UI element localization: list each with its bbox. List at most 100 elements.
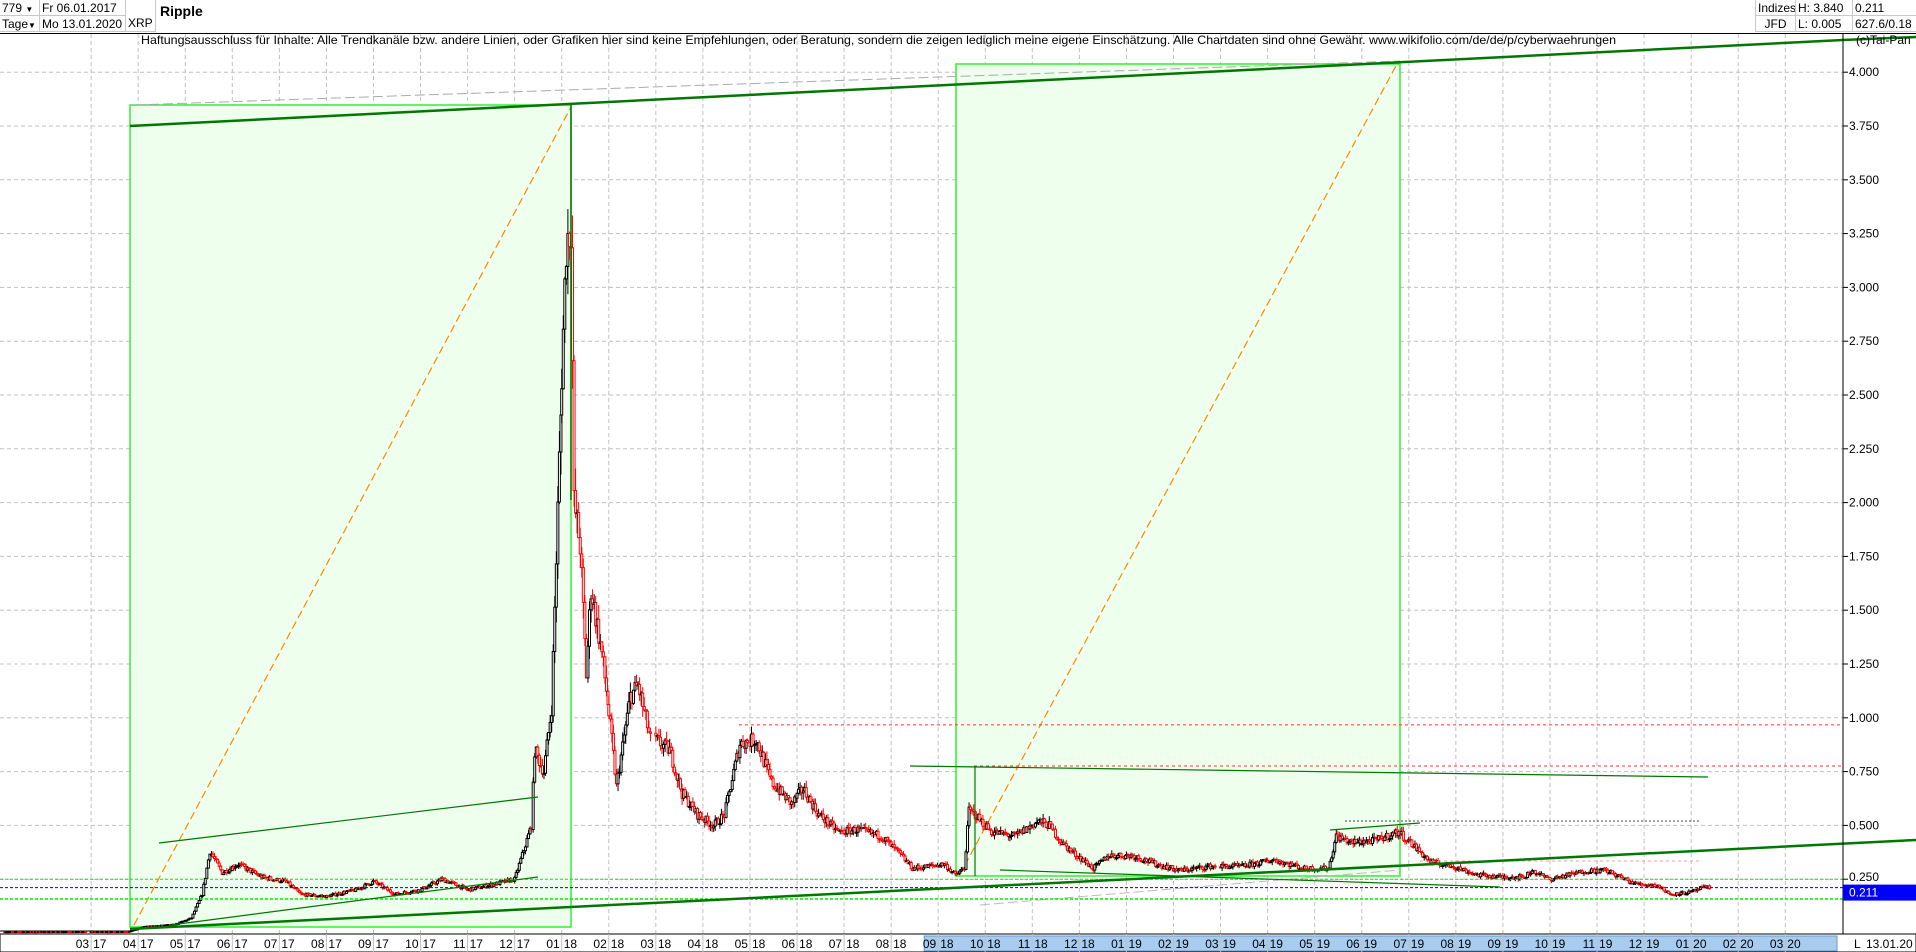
candle-body [299,891,303,895]
candle-body [296,888,300,892]
low-value: L: 0.005 [1796,16,1853,32]
trend-channel-bottom[interactable] [129,838,1916,931]
diagonal-line[interactable] [958,63,1398,877]
candle-body [1377,835,1381,841]
y-tick-label: 0.750 [1849,765,1879,779]
candle-body [206,859,210,869]
trend-line[interactable] [170,876,539,926]
candle-body [1204,865,1208,871]
candle-body [1615,875,1619,878]
candle-body [1290,862,1294,867]
candle-body [619,754,623,773]
candle-body [580,553,584,569]
candle-body [964,851,968,870]
candle-body [1154,860,1158,868]
candle-body [1049,821,1053,825]
candle-body [1425,855,1429,861]
candle-body [691,801,695,808]
candle-body [1667,890,1671,895]
candle-body [203,877,207,885]
trend-line[interactable] [999,869,1501,888]
x-tick-label-year: 18 [846,937,860,951]
candle-body [335,894,339,897]
candle-body [795,792,799,799]
candle-body [288,881,292,887]
trend-channel-top-ext[interactable] [1842,35,1916,42]
candle-body [553,606,557,653]
candle-body [344,891,348,894]
candle-body [185,919,189,922]
candle-body [771,777,775,787]
candle-body [528,827,532,835]
dashed-line[interactable] [134,60,1401,106]
scale-mode-label[interactable]: L [1854,937,1861,951]
x-tick-label-year: 19 [1646,937,1660,951]
diagonal-line[interactable] [133,106,572,926]
candle-body [577,511,581,539]
date-from[interactable]: Fr 06.01.2017 [40,0,126,16]
candle-body [1367,839,1371,842]
candle-body [953,870,957,874]
candle-body [514,871,518,878]
candle-body [604,677,608,692]
candle-body [426,885,430,889]
trend-line[interactable] [1329,822,1421,831]
candle-body [1028,825,1032,830]
candle-body [390,891,394,895]
candle-body [654,732,658,737]
candle-body [1275,859,1279,863]
candle-body [216,858,220,864]
candle-body [556,501,560,565]
candle-body [1662,886,1666,892]
candle-body [724,802,728,818]
y-tick-label: 2.500 [1849,388,1879,402]
trend-line[interactable] [158,796,539,844]
candle-body [621,741,625,756]
candle-body [1295,863,1299,867]
candle-body [986,823,990,830]
candle-body [1144,858,1148,863]
candle-body [1463,868,1467,871]
y-tick-label: 0.250 [1849,870,1879,884]
candle-body [560,388,564,416]
x-tick-label-year: 17 [517,937,531,951]
candle-body [1111,853,1115,857]
candle-body [191,913,195,919]
candle-body [917,865,921,869]
candle-body [1334,833,1338,843]
current-price-label: 0.211 [1849,886,1878,900]
candle-body [536,746,540,756]
x-tick-label-year: 19 [1270,937,1284,951]
period-count-select[interactable]: 779 ▼ [0,0,40,16]
candle-body [416,889,420,893]
trend-lines[interactable] [0,28,1916,931]
candle-body [856,826,860,833]
period-count-value: 779 [2,1,23,15]
candle-body [516,869,520,873]
trend-line[interactable] [909,765,1709,778]
y-tick-label: 3.750 [1849,119,1879,133]
date-to[interactable]: Mo 13.01.2020 [40,16,126,32]
drawing-box[interactable] [129,104,572,928]
candle-body [547,732,551,741]
candle-body [1093,864,1097,871]
candle-body [1336,833,1340,837]
trend-channel-top[interactable] [129,38,1844,128]
candle-body [603,656,607,679]
candle-body [840,829,844,832]
extra-value: 627.6/0.18 [1853,16,1916,32]
x-tick-label-month: 10 [1535,937,1549,951]
candle-body [665,739,669,742]
x-scroll-range[interactable] [923,935,1838,952]
candle-body [527,833,531,840]
candle-body [683,789,687,798]
y-tick-label: 1.250 [1849,657,1879,671]
interval-select[interactable]: Tage▼ [0,16,40,32]
x-tick-label-year: 18 [564,937,578,951]
candle-body [712,825,716,829]
candle-body [84,930,88,933]
x-tick-label-month: 04 [688,937,702,951]
x-axis[interactable]: 03 17 04 17 05 17 06 17 07 17 08 17 09 17 10 17 11 17 12 17… [0,933,1916,952]
candle-body [1210,866,1214,870]
